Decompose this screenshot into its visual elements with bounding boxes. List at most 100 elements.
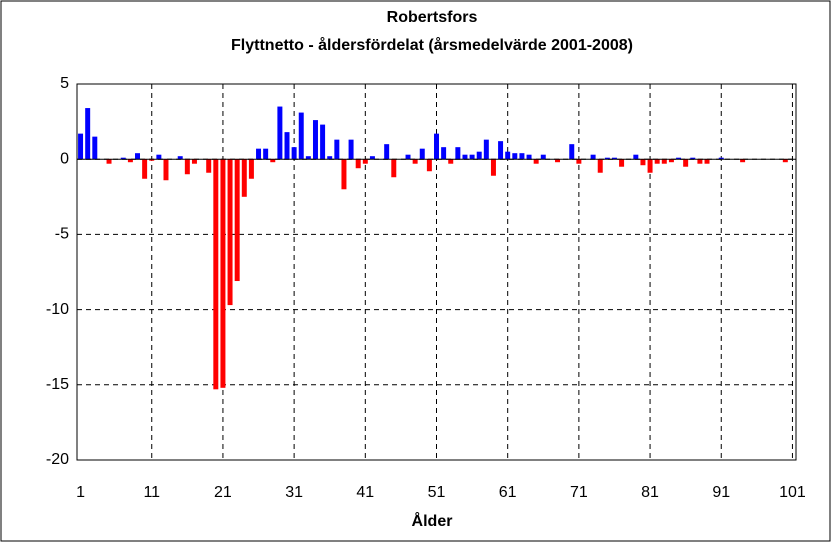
- bar: [291, 147, 297, 160]
- bar: [220, 159, 226, 388]
- bar: [426, 159, 432, 172]
- y-tick-label: -10: [46, 301, 69, 318]
- y-tick-label: -15: [46, 376, 69, 393]
- bar: [248, 159, 254, 179]
- bar: [284, 132, 290, 160]
- x-tick-label: 41: [356, 484, 374, 501]
- bar: [327, 156, 333, 160]
- bar: [305, 156, 311, 160]
- x-tick-label: 1: [76, 484, 85, 501]
- bar: [619, 159, 625, 167]
- bar: [391, 159, 397, 178]
- bar: [355, 159, 361, 169]
- y-tick-label: 0: [60, 150, 69, 167]
- bar: [640, 159, 646, 166]
- chart-title: Robertsfors: [387, 9, 478, 26]
- bar: [135, 153, 141, 160]
- chart-subtitle: Flyttnetto - åldersfördelat (årsmedelvär…: [231, 36, 633, 54]
- bar: [149, 159, 155, 161]
- x-axis-label: Ålder: [412, 511, 453, 530]
- bar: [85, 108, 91, 160]
- bar: [740, 159, 746, 163]
- bar: [341, 159, 347, 190]
- y-tick-label: -5: [55, 226, 69, 243]
- bar: [106, 159, 112, 164]
- bar: [690, 157, 696, 160]
- bar: [569, 144, 575, 160]
- bar: [597, 159, 603, 173]
- bar: [519, 153, 525, 160]
- x-tick-label: 61: [499, 484, 517, 501]
- x-tick-label: 11: [143, 484, 160, 501]
- bar: [697, 159, 703, 164]
- x-tick-label: 101: [779, 484, 806, 501]
- bar: [213, 159, 219, 390]
- bar: [611, 157, 617, 160]
- bar: [256, 148, 262, 160]
- y-tick-label: 5: [60, 75, 69, 92]
- bar: [234, 159, 240, 282]
- bar: [668, 159, 674, 163]
- bar: [142, 159, 148, 179]
- bar: [92, 136, 98, 160]
- bar: [604, 157, 610, 160]
- bar: [156, 154, 162, 160]
- x-tick-label: 21: [214, 484, 232, 501]
- bar: [540, 154, 546, 160]
- x-tick-label: 31: [285, 484, 303, 501]
- bar: [455, 147, 461, 160]
- bar: [270, 159, 276, 163]
- bar: [512, 153, 518, 160]
- bar: [334, 139, 340, 160]
- x-tick-label: 91: [712, 484, 730, 501]
- bar: [498, 141, 504, 160]
- bar: [676, 157, 682, 160]
- bar: [633, 154, 639, 160]
- bar: [476, 151, 482, 160]
- bar: [241, 159, 247, 197]
- bar: [206, 159, 212, 173]
- bar: [362, 159, 368, 164]
- bar: [348, 139, 354, 160]
- bar: [555, 159, 561, 163]
- bar: [526, 154, 532, 160]
- bar: [576, 159, 582, 164]
- bar: [441, 147, 447, 160]
- bar: [277, 106, 283, 160]
- bar: [533, 159, 539, 164]
- bar: [120, 157, 126, 160]
- bar: [434, 133, 439, 160]
- plot-frame: [76, 83, 797, 461]
- bar: [263, 148, 269, 160]
- bar: [177, 156, 183, 160]
- bar: [184, 159, 190, 175]
- bar: [654, 159, 660, 164]
- bar: [661, 159, 667, 164]
- bar: [704, 159, 710, 164]
- bar: [462, 154, 468, 160]
- bar: [369, 156, 375, 160]
- bar: [647, 159, 653, 173]
- bar: [782, 159, 788, 163]
- bar: [163, 159, 169, 181]
- bar: [298, 112, 304, 160]
- bar: [405, 154, 411, 160]
- bar: [718, 157, 724, 160]
- bar: [505, 151, 511, 160]
- bar: [448, 159, 454, 164]
- x-tick-label: 71: [570, 484, 588, 501]
- bar: [412, 159, 418, 164]
- bar: [469, 154, 475, 160]
- bar: [683, 159, 689, 167]
- bar: [191, 159, 197, 164]
- bar: [590, 154, 596, 160]
- bar: [127, 159, 133, 163]
- x-tick-label: 51: [428, 484, 446, 501]
- bar: [320, 124, 326, 160]
- x-tick-label: 81: [641, 484, 659, 501]
- bar: [312, 120, 318, 160]
- bar: [490, 159, 496, 176]
- y-tick-label: -20: [46, 451, 69, 468]
- bar: [384, 144, 390, 160]
